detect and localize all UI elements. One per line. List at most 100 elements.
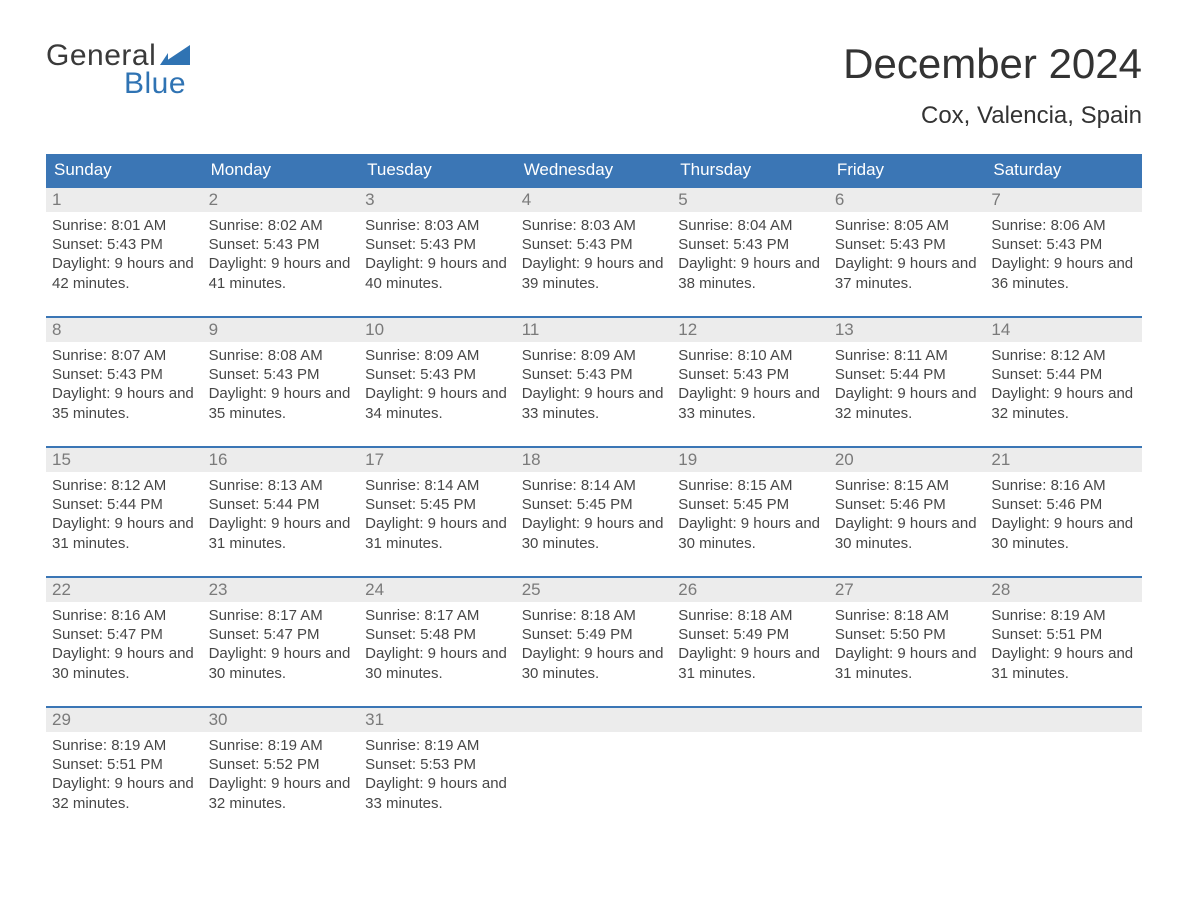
weekday-header: Wednesday (516, 154, 673, 187)
daylight-line: Daylight: 9 hours and 32 minutes. (209, 774, 354, 812)
day-number: 13 (829, 318, 986, 342)
calendar-cell: 25Sunrise: 8:18 AMSunset: 5:49 PMDayligh… (516, 577, 673, 707)
sunset-line: Sunset: 5:48 PM (365, 625, 510, 644)
calendar-cell: 31Sunrise: 8:19 AMSunset: 5:53 PMDayligh… (359, 707, 516, 836)
day-details: Sunrise: 8:13 AMSunset: 5:44 PMDaylight:… (203, 472, 360, 555)
day-number: 30 (203, 708, 360, 732)
sunset-line: Sunset: 5:44 PM (52, 495, 197, 514)
calendar-cell: 3Sunrise: 8:03 AMSunset: 5:43 PMDaylight… (359, 187, 516, 317)
sunrise-line: Sunrise: 8:01 AM (52, 216, 197, 235)
sunrise-line: Sunrise: 8:18 AM (678, 606, 823, 625)
sunrise-line: Sunrise: 8:06 AM (991, 216, 1136, 235)
calendar-cell: 30Sunrise: 8:19 AMSunset: 5:52 PMDayligh… (203, 707, 360, 836)
sunset-line: Sunset: 5:44 PM (209, 495, 354, 514)
location-subtitle: Cox, Valencia, Spain (843, 102, 1142, 130)
day-details: Sunrise: 8:15 AMSunset: 5:45 PMDaylight:… (672, 472, 829, 555)
sunset-line: Sunset: 5:49 PM (522, 625, 667, 644)
sunset-line: Sunset: 5:46 PM (835, 495, 980, 514)
sunrise-line: Sunrise: 8:07 AM (52, 346, 197, 365)
day-number: 25 (516, 578, 673, 602)
daylight-line: Daylight: 9 hours and 31 minutes. (835, 644, 980, 682)
daylight-line: Daylight: 9 hours and 32 minutes. (52, 774, 197, 812)
sunrise-line: Sunrise: 8:09 AM (365, 346, 510, 365)
calendar-cell: 11Sunrise: 8:09 AMSunset: 5:43 PMDayligh… (516, 317, 673, 447)
day-details: Sunrise: 8:04 AMSunset: 5:43 PMDaylight:… (672, 212, 829, 295)
calendar-cell: 14Sunrise: 8:12 AMSunset: 5:44 PMDayligh… (985, 317, 1142, 447)
daylight-line: Daylight: 9 hours and 33 minutes. (365, 774, 510, 812)
sunrise-line: Sunrise: 8:08 AM (209, 346, 354, 365)
calendar-cell: 21Sunrise: 8:16 AMSunset: 5:46 PMDayligh… (985, 447, 1142, 577)
day-details: Sunrise: 8:07 AMSunset: 5:43 PMDaylight:… (46, 342, 203, 425)
calendar-cell: 5Sunrise: 8:04 AMSunset: 5:43 PMDaylight… (672, 187, 829, 317)
calendar-table: SundayMondayTuesdayWednesdayThursdayFrid… (46, 154, 1142, 836)
day-details: Sunrise: 8:12 AMSunset: 5:44 PMDaylight:… (985, 342, 1142, 425)
calendar-cell: 13Sunrise: 8:11 AMSunset: 5:44 PMDayligh… (829, 317, 986, 447)
day-number: 10 (359, 318, 516, 342)
day-number: 20 (829, 448, 986, 472)
sunset-line: Sunset: 5:43 PM (365, 365, 510, 384)
daylight-line: Daylight: 9 hours and 37 minutes. (835, 254, 980, 292)
daylight-line: Daylight: 9 hours and 41 minutes. (209, 254, 354, 292)
day-number: 23 (203, 578, 360, 602)
sunrise-line: Sunrise: 8:18 AM (522, 606, 667, 625)
day-number: 3 (359, 188, 516, 212)
sunset-line: Sunset: 5:43 PM (835, 235, 980, 254)
sunset-line: Sunset: 5:44 PM (835, 365, 980, 384)
day-details: Sunrise: 8:02 AMSunset: 5:43 PMDaylight:… (203, 212, 360, 295)
sunrise-line: Sunrise: 8:17 AM (365, 606, 510, 625)
calendar-cell: 17Sunrise: 8:14 AMSunset: 5:45 PMDayligh… (359, 447, 516, 577)
sunrise-line: Sunrise: 8:11 AM (835, 346, 980, 365)
day-details: Sunrise: 8:06 AMSunset: 5:43 PMDaylight:… (985, 212, 1142, 295)
day-details: Sunrise: 8:18 AMSunset: 5:49 PMDaylight:… (516, 602, 673, 685)
brand-logo: General Blue (46, 40, 190, 99)
day-number: 15 (46, 448, 203, 472)
day-details: Sunrise: 8:14 AMSunset: 5:45 PMDaylight:… (359, 472, 516, 555)
day-number: 1 (46, 188, 203, 212)
day-details: Sunrise: 8:05 AMSunset: 5:43 PMDaylight:… (829, 212, 986, 295)
weekday-header: Friday (829, 154, 986, 187)
day-number: 27 (829, 578, 986, 602)
sunset-line: Sunset: 5:45 PM (522, 495, 667, 514)
daylight-line: Daylight: 9 hours and 31 minutes. (52, 514, 197, 552)
day-number: 16 (203, 448, 360, 472)
sunset-line: Sunset: 5:43 PM (522, 235, 667, 254)
calendar-cell: 22Sunrise: 8:16 AMSunset: 5:47 PMDayligh… (46, 577, 203, 707)
day-details: Sunrise: 8:17 AMSunset: 5:48 PMDaylight:… (359, 602, 516, 685)
day-details: Sunrise: 8:09 AMSunset: 5:43 PMDaylight:… (516, 342, 673, 425)
sunset-line: Sunset: 5:43 PM (678, 365, 823, 384)
day-number: 9 (203, 318, 360, 342)
daylight-line: Daylight: 9 hours and 32 minutes. (991, 384, 1136, 422)
day-number: 4 (516, 188, 673, 212)
sunset-line: Sunset: 5:43 PM (209, 365, 354, 384)
daylight-line: Daylight: 9 hours and 30 minutes. (365, 644, 510, 682)
sunrise-line: Sunrise: 8:10 AM (678, 346, 823, 365)
calendar-cell (829, 707, 986, 836)
sunrise-line: Sunrise: 8:13 AM (209, 476, 354, 495)
daylight-line: Daylight: 9 hours and 30 minutes. (678, 514, 823, 552)
weekday-header: Saturday (985, 154, 1142, 187)
calendar-cell: 16Sunrise: 8:13 AMSunset: 5:44 PMDayligh… (203, 447, 360, 577)
sunset-line: Sunset: 5:43 PM (52, 365, 197, 384)
day-number: 18 (516, 448, 673, 472)
day-number: 11 (516, 318, 673, 342)
sunset-line: Sunset: 5:43 PM (209, 235, 354, 254)
day-number: 2 (203, 188, 360, 212)
sunrise-line: Sunrise: 8:14 AM (365, 476, 510, 495)
day-number: 31 (359, 708, 516, 732)
calendar-cell: 15Sunrise: 8:12 AMSunset: 5:44 PMDayligh… (46, 447, 203, 577)
calendar-cell: 4Sunrise: 8:03 AMSunset: 5:43 PMDaylight… (516, 187, 673, 317)
sunrise-line: Sunrise: 8:03 AM (522, 216, 667, 235)
calendar-cell: 6Sunrise: 8:05 AMSunset: 5:43 PMDaylight… (829, 187, 986, 317)
day-details: Sunrise: 8:01 AMSunset: 5:43 PMDaylight:… (46, 212, 203, 295)
sunset-line: Sunset: 5:45 PM (678, 495, 823, 514)
calendar-cell: 8Sunrise: 8:07 AMSunset: 5:43 PMDaylight… (46, 317, 203, 447)
day-number: 12 (672, 318, 829, 342)
calendar-cell: 26Sunrise: 8:18 AMSunset: 5:49 PMDayligh… (672, 577, 829, 707)
day-details: Sunrise: 8:03 AMSunset: 5:43 PMDaylight:… (516, 212, 673, 295)
calendar-week-row: 29Sunrise: 8:19 AMSunset: 5:51 PMDayligh… (46, 707, 1142, 836)
day-details: Sunrise: 8:19 AMSunset: 5:53 PMDaylight:… (359, 732, 516, 815)
day-details: Sunrise: 8:03 AMSunset: 5:43 PMDaylight:… (359, 212, 516, 295)
calendar-cell: 1Sunrise: 8:01 AMSunset: 5:43 PMDaylight… (46, 187, 203, 317)
calendar-cell: 2Sunrise: 8:02 AMSunset: 5:43 PMDaylight… (203, 187, 360, 317)
sunset-line: Sunset: 5:44 PM (991, 365, 1136, 384)
